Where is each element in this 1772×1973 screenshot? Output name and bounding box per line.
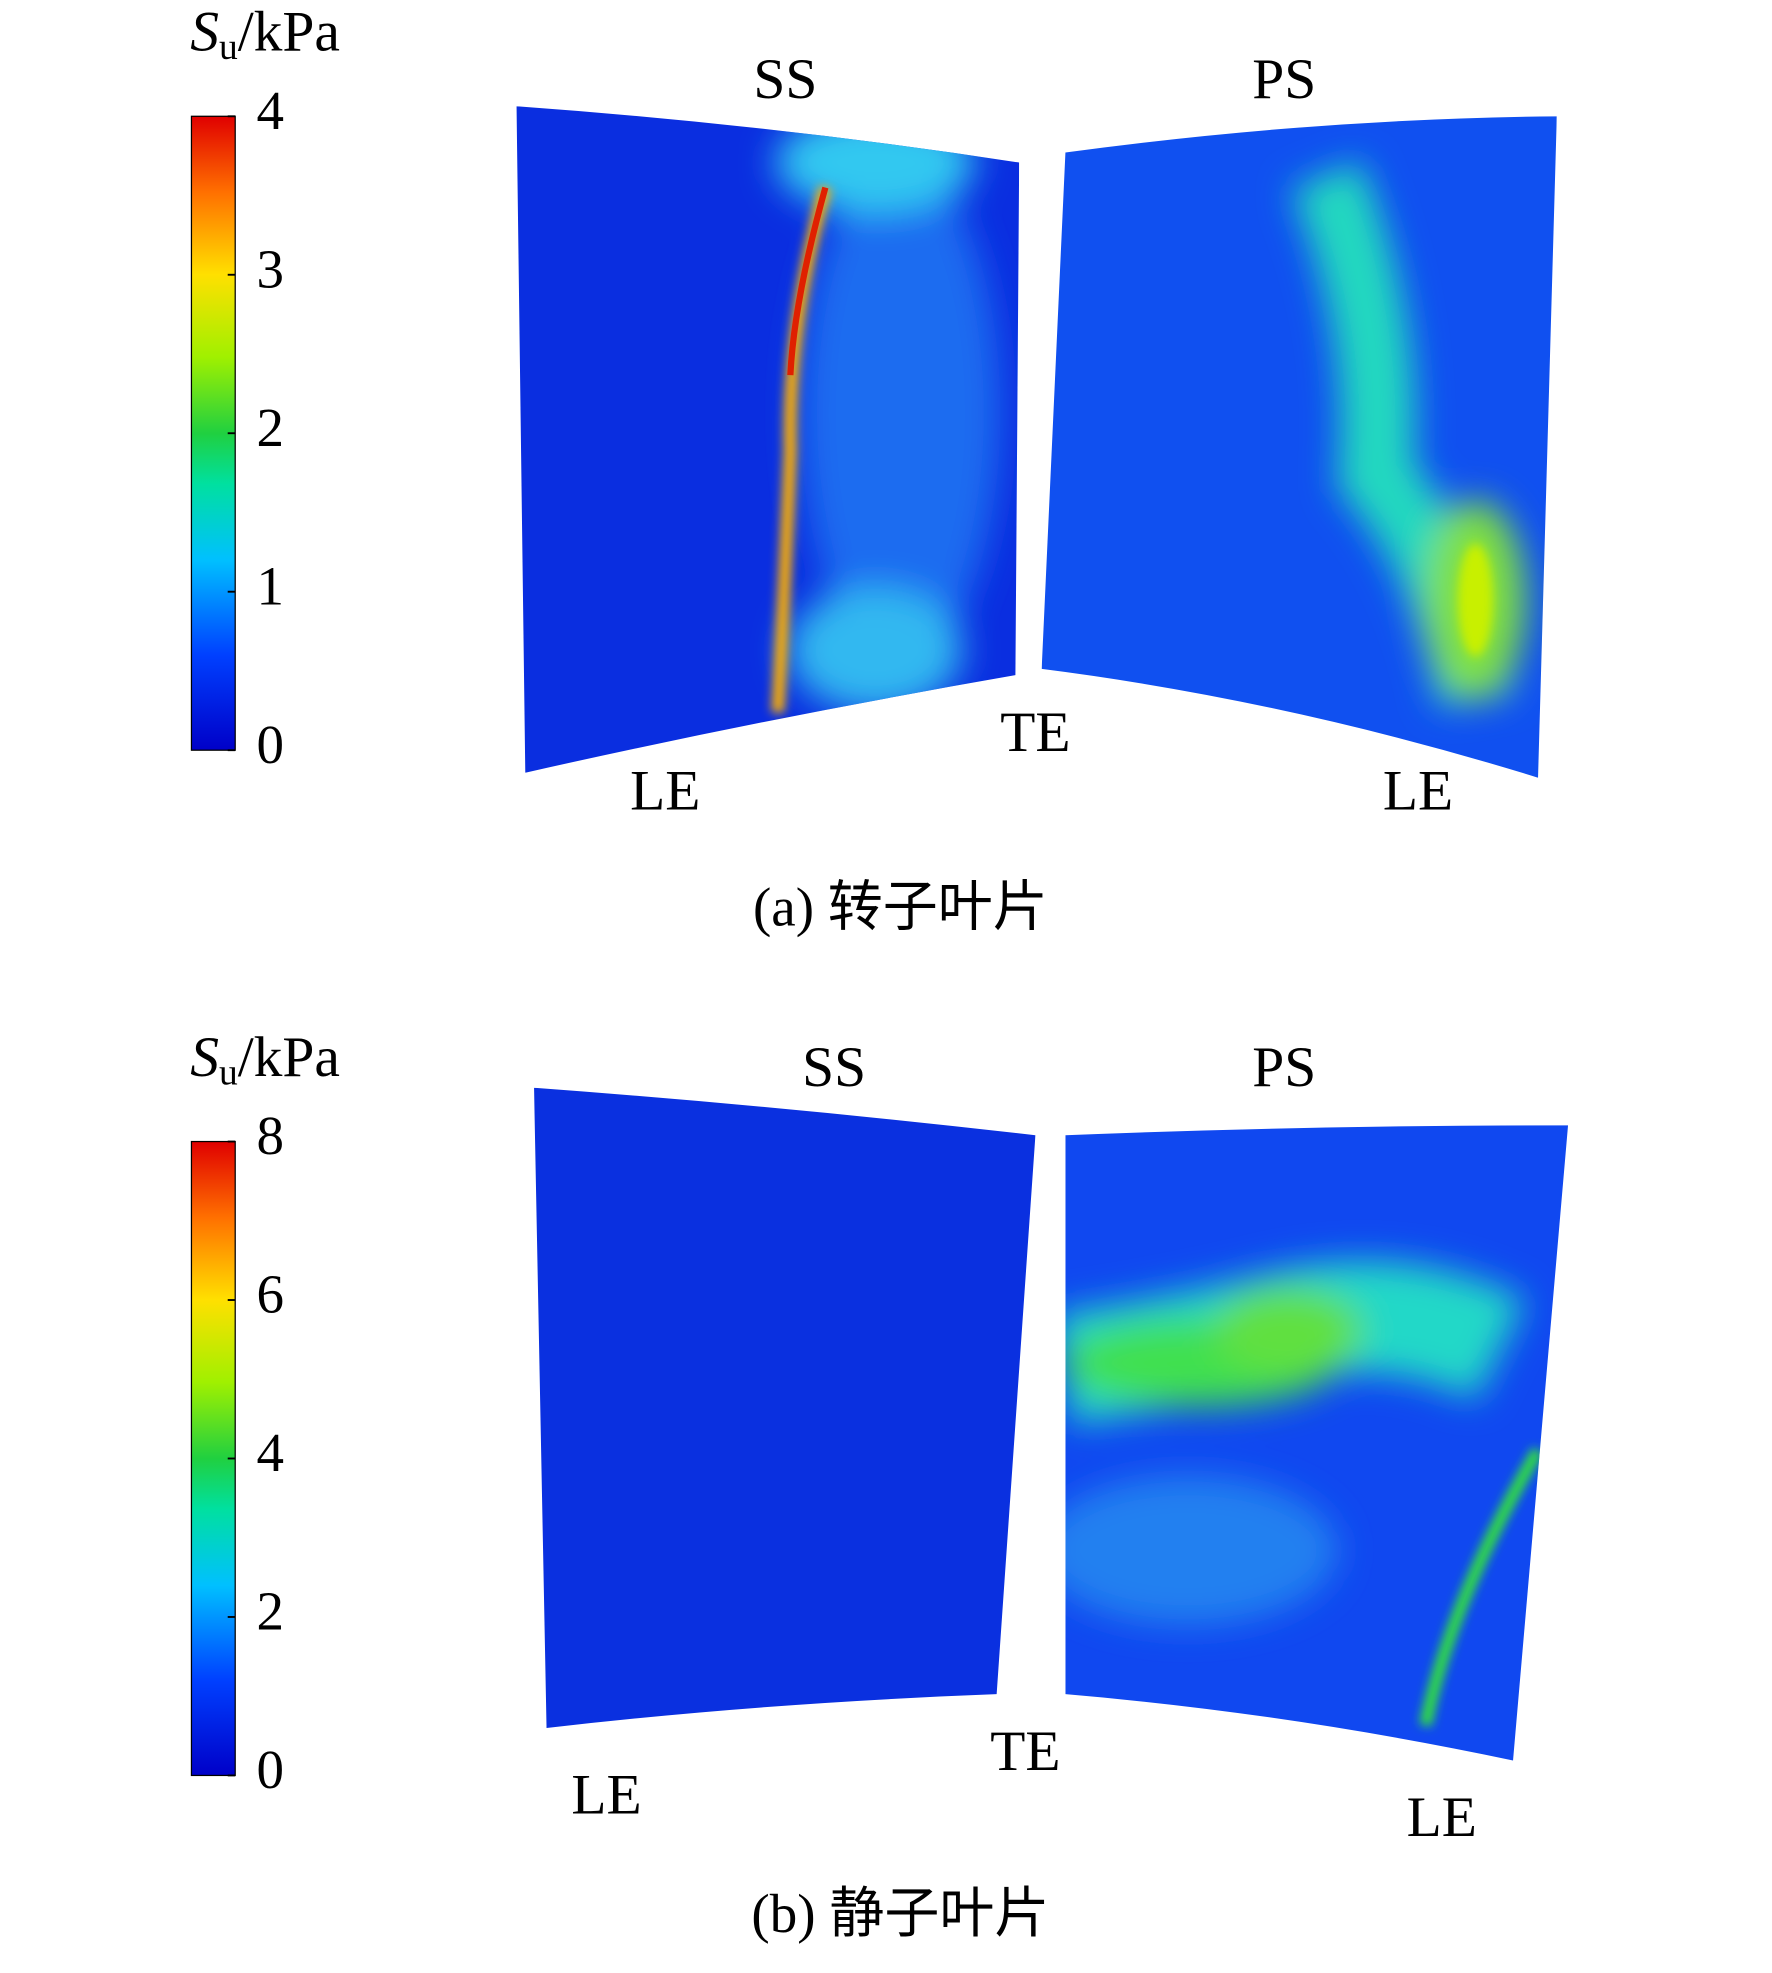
unit: /kPa: [238, 1026, 340, 1089]
caption: (a) 转子叶片: [753, 876, 1048, 937]
blade-label: TE: [990, 1720, 1060, 1783]
tick-label: 8: [256, 1105, 284, 1166]
blade-label: LE: [1407, 1786, 1477, 1849]
tick-label: 1: [256, 555, 284, 616]
blade-label: SS: [753, 48, 817, 111]
unit: /kPa: [238, 1, 340, 64]
blade-ss-b: [534, 1087, 1036, 1728]
blade-label: SS: [802, 1036, 866, 1099]
subscript: u: [219, 1052, 238, 1093]
blade-ss-a: [516, 106, 1020, 773]
blade-label: PS: [1252, 48, 1316, 111]
blade-label: LE: [571, 1764, 641, 1827]
tick-label: 3: [256, 238, 284, 299]
colorbar-label: Su/kPa: [190, 1, 340, 68]
panel: Su/kPa 0 2 4 6 8 SS PS TE LE LE (b) 静子叶片: [190, 1026, 1477, 1944]
symbol: S: [190, 1026, 219, 1089]
symbol: S: [190, 1, 219, 64]
colorbar-label: Su/kPa: [190, 1026, 340, 1093]
blade-label: LE: [630, 760, 700, 823]
blade-ps-b: [1065, 1125, 1569, 1761]
blade-ps-a: [1041, 116, 1557, 778]
tick-label: 6: [256, 1264, 284, 1325]
tick-label: 0: [256, 1739, 284, 1800]
tick-label: 2: [256, 397, 284, 458]
panel: Su/kPa 0 1 2 3 4 SS PS TE LE LE (a) 转子叶片: [190, 1, 1453, 938]
tick-label: 0: [256, 714, 284, 775]
tick-label: 4: [256, 1422, 284, 1483]
blade-label: PS: [1252, 1036, 1316, 1099]
caption: (b) 静子叶片: [751, 1883, 1049, 1944]
subscript: u: [219, 27, 238, 68]
tick-label: 2: [256, 1581, 284, 1642]
blade-label: TE: [1000, 701, 1070, 764]
blade-label: LE: [1383, 760, 1453, 823]
tick-label: 4: [256, 80, 284, 141]
